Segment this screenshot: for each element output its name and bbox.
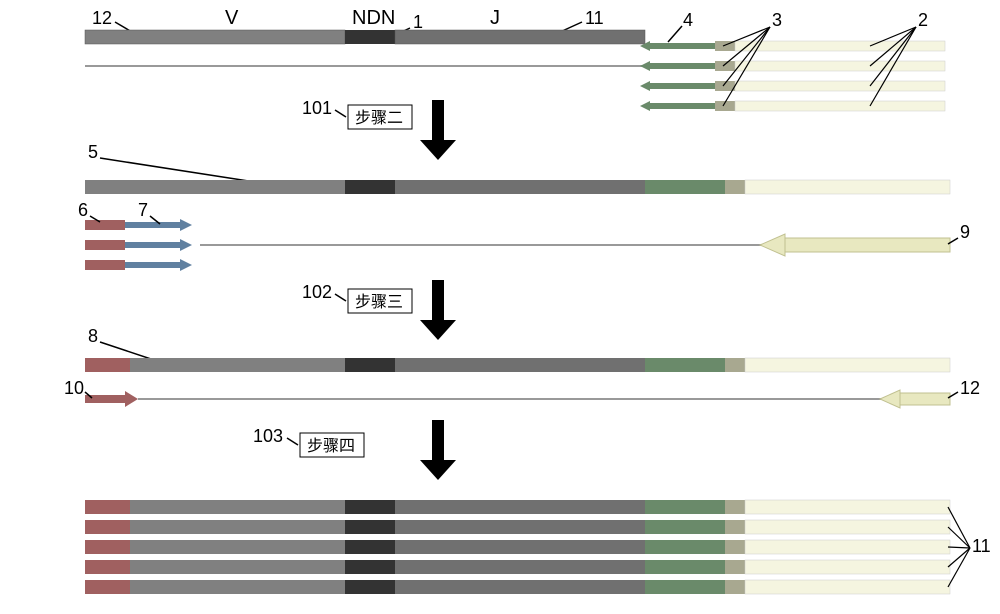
arrow-12 [880, 390, 950, 408]
num-8: 8 [88, 326, 98, 346]
diagram-svg: V NDN J 12 1 11 4 3 [0, 0, 1000, 614]
arrow-10 [85, 391, 138, 407]
step2-label: 步骤二 [355, 109, 403, 127]
amplicon-stack [85, 500, 950, 594]
label-ndn: NDN [352, 7, 395, 29]
step3-label: 步骤三 [355, 293, 403, 311]
num-11-top: 11 [585, 8, 604, 28]
num-1: 1 [413, 12, 423, 32]
num-10: 10 [64, 378, 84, 398]
num-102: 102 [302, 282, 332, 302]
num-2: 2 [918, 10, 928, 30]
num-9: 9 [960, 222, 970, 242]
label-j: J [490, 7, 500, 29]
num-11-bottom: 11 [972, 536, 991, 556]
num-7: 7 [138, 200, 148, 220]
num-12-top: 12 [92, 8, 112, 28]
step4-label: 步骤四 [307, 437, 355, 455]
num-4: 4 [683, 10, 693, 30]
primer-stack-top [640, 41, 945, 111]
num-12-right: 12 [960, 378, 980, 398]
num-103: 103 [253, 426, 283, 446]
primer-stack-left [85, 219, 192, 271]
top-vndj-bar [85, 30, 645, 44]
bar-5 [85, 180, 950, 194]
yellow-arrow-9 [760, 234, 950, 256]
num-5: 5 [88, 142, 98, 162]
num-6: 6 [78, 200, 88, 220]
num-3: 3 [772, 10, 782, 30]
num-101: 101 [302, 98, 332, 118]
bar-8 [85, 358, 950, 372]
label-v: V [225, 7, 239, 29]
